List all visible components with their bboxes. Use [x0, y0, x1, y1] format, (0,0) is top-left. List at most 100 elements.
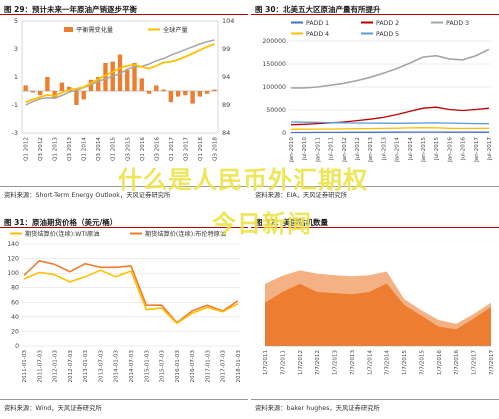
x-tick-label: Q3 2012 — [38, 137, 44, 161]
panel-rig-count: 图 32：美国钻机数量 1/7/2011 7/7/2011 1/7/2012 7/7/… — [251, 213, 499, 418]
x-tick-label: 2016-01-03 — [175, 350, 181, 383]
series-line-padd-4 — [290, 127, 490, 130]
x-tick-label: 7/7/2014 — [385, 350, 391, 376]
x-tick-label: 2015-07-03 — [160, 350, 166, 383]
x-tick-label: 2014-01-03 — [114, 350, 120, 383]
y-right-tick-label: 84 — [222, 129, 230, 137]
bar — [154, 85, 159, 91]
panel-padd-production: 图 30：北美五大区原油产量有所提升 0 50000 100000 150000 200… — [251, 0, 499, 205]
x-tick-label: 2015-01-03 — [144, 350, 150, 383]
series-line-global-production — [25, 43, 215, 104]
x-tick-label: Jul-2012 — [355, 137, 361, 161]
rig-count-chart: 1/7/2011 7/7/2011 1/7/2012 7/7/2012 1/7/2013… — [263, 270, 495, 376]
bar — [23, 85, 28, 91]
x-tick-label: Q3 2015 — [125, 137, 131, 161]
x-tick-label: 7/7/2011 — [280, 350, 286, 376]
source-rule — [251, 186, 499, 187]
x-tick-label: Jul-2016 — [461, 137, 467, 161]
x-tick-label: 1/7/2013 — [333, 350, 339, 376]
supply-demand-chart: -3 -1 1 3 5 84 89 94 99 104 Q1 2012 Q3 2012 Q1 2013 Q… — [12, 17, 235, 161]
panel-source: 资料来源：EIA，天风证券研究所 — [255, 192, 348, 199]
panel-source: 资料来源：Short-Term Energy Outlook，天风证券研究所 — [4, 192, 171, 199]
x-tick-label: Q3 2014 — [96, 137, 102, 161]
padd-production-chart: 0 50000 100000 150000 200000 Jan-2010 Jul-2010… — [262, 20, 493, 163]
bar — [37, 91, 43, 96]
x-tick-label: 2017-01-03 — [205, 350, 211, 383]
bar — [59, 82, 65, 91]
legend-bars-swatch — [64, 27, 73, 32]
bar — [204, 91, 210, 94]
y-tick-label: 200000 — [262, 38, 286, 45]
x-tick-label: Jul-2015 — [434, 137, 440, 161]
x-tick-label: Jan-2015 — [421, 137, 427, 163]
x-tick-label: 7/7/2017 — [489, 350, 495, 376]
panel-title: 图 30：北美五大区原油产量有所提升 — [255, 5, 381, 14]
x-tick-label: 2018-01-03 — [236, 350, 242, 383]
source-rule — [0, 186, 248, 187]
panel-title: 图 32：美国钻机数量 — [255, 218, 329, 227]
panel-oil-futures: 图 31：原油期货价格（美元/桶） 0 20 40 60 80 100 120 140 2011… — [0, 213, 248, 418]
oil-futures-chart: 0 20 40 60 80 100 120 140 2011-01-03 2011-07-03 20… — [7, 230, 242, 383]
panel-title: 图 31：原油期货价格（美元/桶） — [4, 218, 118, 227]
plot-frame — [21, 20, 219, 134]
x-tick-label: Jan-2010 — [289, 137, 295, 163]
y-tick-label: 120 — [7, 256, 19, 263]
y-tick-label: 40 — [11, 314, 19, 321]
series-line-wti — [23, 269, 239, 325]
bar — [132, 63, 137, 91]
bar — [125, 70, 130, 91]
x-tick-label: 2017-07-03 — [221, 350, 227, 383]
x-tick-label: 2013-01-03 — [83, 350, 89, 383]
x-tick-label: Q1 2014 — [82, 137, 88, 161]
x-tick-label: 1/7/2016 — [437, 350, 443, 376]
panel-title: 图 29：预计未来一年原油产销逐步平衡 — [4, 5, 138, 14]
bar — [96, 77, 101, 91]
bar — [81, 91, 86, 100]
x-tick-label: 2014-07-03 — [129, 350, 135, 383]
x-tick-label: Q1 2018 — [198, 137, 204, 161]
y-tick-label: 0 — [15, 343, 19, 350]
source-rule — [0, 399, 248, 400]
title-rule — [251, 227, 499, 228]
bar — [30, 91, 36, 93]
x-tick-label: 2016-07-03 — [190, 350, 196, 383]
x-tick-label: Jul-2013 — [381, 137, 387, 161]
bar — [67, 86, 72, 91]
bar — [212, 89, 217, 91]
x-tick-label: Jul-2010 — [302, 137, 308, 161]
panel-source: 资料来源：baker hughes，天风证券研究所 — [255, 405, 380, 412]
x-tick-label: Jan-2012 — [342, 137, 348, 163]
x-tick-label: Jul-2011 — [329, 137, 335, 161]
y-tick-label: 150000 — [262, 61, 286, 68]
area-series-2 — [265, 283, 491, 346]
x-tick-label: 1/7/2015 — [402, 350, 408, 376]
x-tick-label: Q1 2013 — [53, 137, 59, 161]
series-line-padd-2 — [290, 106, 490, 126]
panel-source: 资料来源：Wind，天风证券研究所 — [4, 405, 102, 412]
series-line-gray — [25, 39, 215, 106]
y-tick-label: 100 — [7, 270, 19, 277]
x-tick-label: 7/7/2015 — [419, 350, 425, 376]
x-tick-label: 2011-01-03 — [22, 350, 28, 383]
legend-padd-3-label: PADD 3 — [446, 20, 469, 27]
x-tick-label: Q1 2017 — [169, 137, 175, 161]
x-tick-label: Q1 2012 — [24, 137, 30, 161]
bar — [168, 91, 173, 103]
y-right-tick-label: 104 — [222, 17, 234, 25]
legend-brent-label: 期货结算价(连续):布伦特原油 — [145, 230, 226, 238]
x-tick-label: Q3 2013 — [67, 137, 73, 161]
x-tick-label: 1/7/2014 — [367, 350, 373, 376]
x-tick-label: Jan-2011 — [315, 137, 321, 163]
panel-supply-demand: 图 29：预计未来一年原油产销逐步平衡 -3 -1 1 3 5 84 89 94 99 104 Q1… — [0, 0, 248, 205]
source-rule — [251, 399, 499, 400]
bar — [197, 91, 203, 97]
title-rule — [251, 14, 499, 15]
y-right-tick-label: 99 — [222, 45, 230, 53]
y-tick-label: 100000 — [262, 84, 286, 91]
bar — [45, 77, 50, 91]
series-line-padd-5 — [290, 121, 490, 125]
legend-padd-4-label: PADD 4 — [306, 31, 329, 38]
bar — [161, 89, 166, 91]
x-tick-label: Q3 2018 — [212, 137, 218, 161]
x-tick-label: 7/7/2016 — [454, 350, 460, 376]
